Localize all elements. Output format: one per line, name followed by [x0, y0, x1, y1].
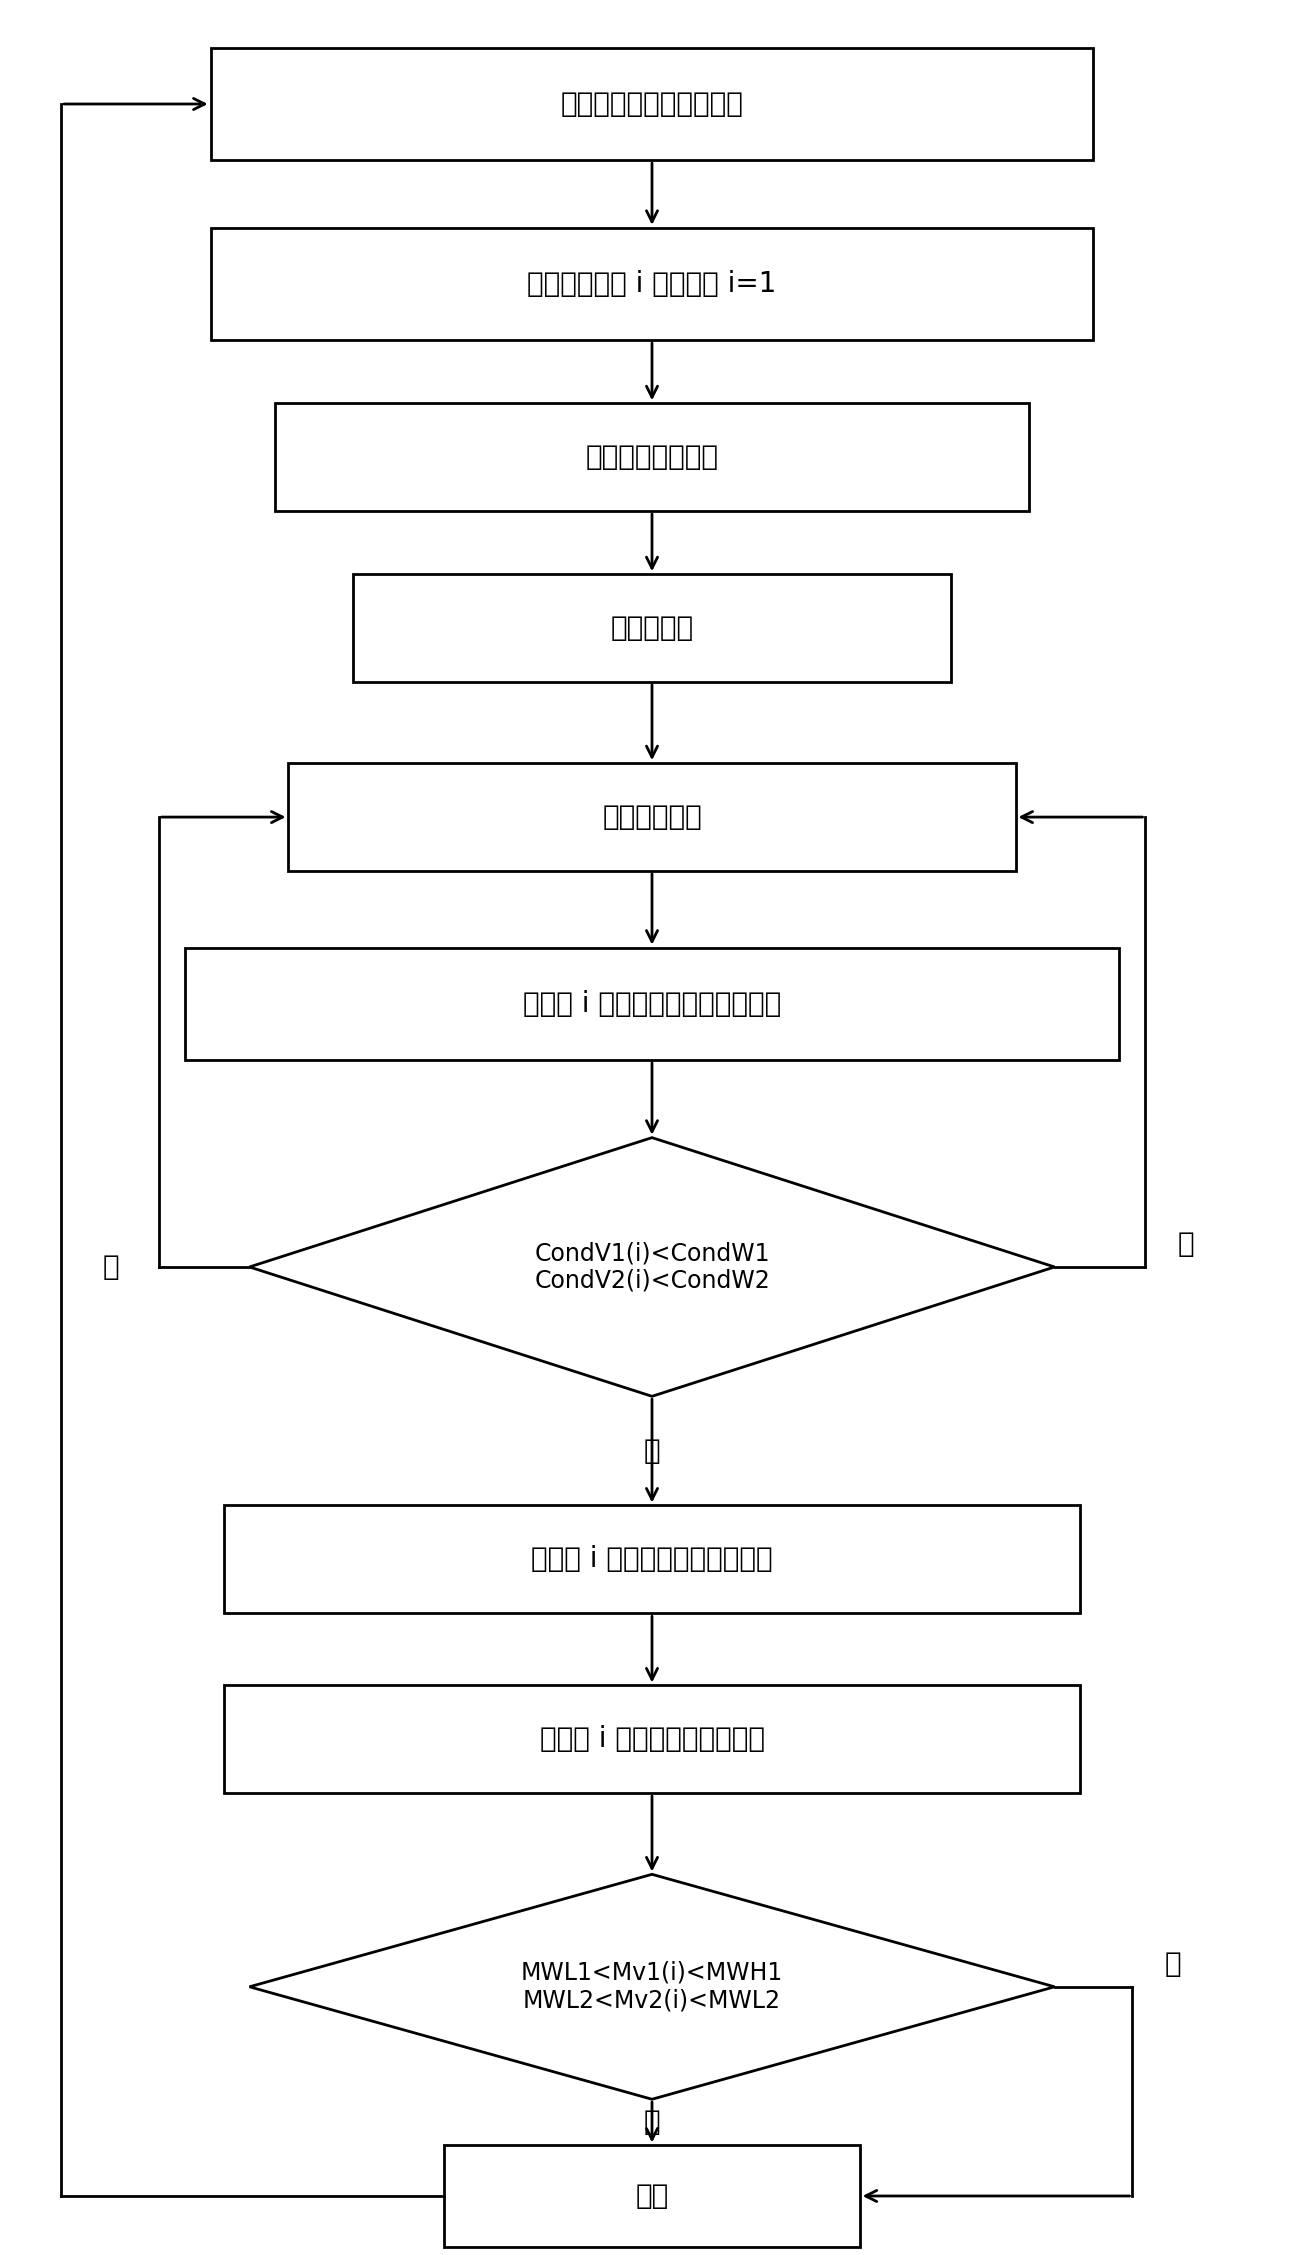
Text: 否: 否 — [1178, 1231, 1194, 1258]
Bar — [353, 575, 951, 681]
Text: 确定第 i 次检测时的电机转速: 确定第 i 次检测时的电机转速 — [540, 1725, 764, 1754]
Bar — [210, 47, 1094, 160]
Text: 获取目标浓度与报警阈值: 获取目标浓度与报警阈值 — [561, 90, 743, 117]
Text: 否: 否 — [644, 2108, 660, 2135]
Text: 报警: 报警 — [635, 2183, 669, 2210]
Text: MWL1<Mv1(i)<MWH1
MWL2<Mv2(i)<MWL2: MWL1<Mv1(i)<MWH1 MWL2<Mv2(i)<MWL2 — [520, 1962, 784, 2014]
Text: 否: 否 — [1164, 1951, 1181, 1978]
Polygon shape — [249, 1137, 1055, 1396]
Polygon shape — [249, 1874, 1055, 2099]
Bar — [288, 762, 1016, 870]
Text: 确定第 i 次检测时的转速调整量: 确定第 i 次检测时的转速调整量 — [531, 1545, 773, 1574]
Text: 获取第 i 次检测时的实时离子浓度: 获取第 i 次检测时的实时离子浓度 — [523, 990, 781, 1017]
Text: 控制电机旋转: 控制电机旋转 — [602, 803, 702, 832]
Bar — [275, 404, 1029, 512]
Text: 是: 是 — [644, 1436, 660, 1466]
Bar — [210, 228, 1094, 341]
Text: 参数初始化: 参数初始化 — [610, 613, 694, 643]
Bar — [223, 1506, 1081, 1612]
Bar — [445, 2145, 859, 2246]
Bar — [223, 1684, 1081, 1793]
Text: 确定电机初始转速: 确定电机初始转速 — [585, 444, 719, 471]
Bar — [185, 947, 1119, 1060]
Text: 定义检测次数 i 的初始值 i=1: 定义检测次数 i 的初始值 i=1 — [527, 271, 777, 298]
Text: CondV1(i)<CondW1
CondV2(i)<CondW2: CondV1(i)<CondW1 CondV2(i)<CondW2 — [535, 1240, 769, 1292]
Text: 是: 是 — [103, 1254, 120, 1281]
